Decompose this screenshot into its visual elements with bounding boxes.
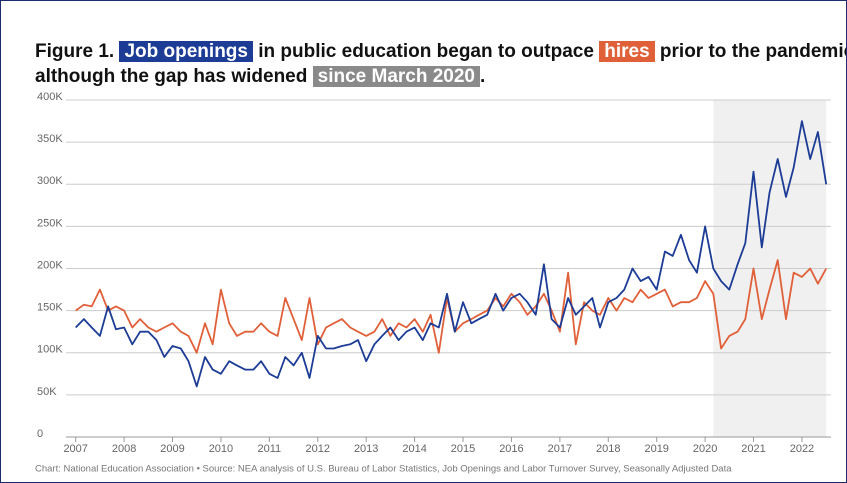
series-line [75,120,828,388]
x-tick-label: 2013 [354,443,378,455]
title-text: in public education began to outpace [252,41,600,62]
y-tick-label: 0 [37,428,43,440]
x-tick-label: 2018 [596,443,620,455]
x-tick-label: 2016 [499,443,523,455]
x-tick-label: 2015 [451,443,475,455]
x-tick-label: 2012 [306,443,330,455]
y-tick-label: 100K [37,344,63,356]
x-tick-label: 2017 [548,443,572,455]
title-line: although the gap has widened since March… [35,64,846,89]
x-tick-label: 2014 [402,443,426,455]
chart-title: Figure 1. Job openings in public educati… [35,39,847,89]
y-tick-label: 250K [37,217,63,229]
title-highlight: Job openings [119,41,253,62]
x-tick-label: 2022 [790,443,814,455]
x-tick-label: 2021 [741,443,765,455]
title-text: . [480,66,486,87]
y-tick-label: 400K [37,91,63,103]
x-tick-label: 2011 [258,443,282,455]
x-tick-label: 2009 [160,443,184,455]
title-highlight: hires [599,41,655,62]
source-note: Chart: National Education Association • … [35,464,732,475]
title-highlight: since March 2020 [312,66,480,87]
x-tick-label: 2007 [63,443,87,455]
title-text: prior to the pandemic, [654,41,847,62]
y-tick-label: 150K [37,302,63,314]
y-tick-label: 350K [37,133,63,145]
y-tick-label: 50K [37,386,57,398]
x-tick-label: 2019 [644,443,668,455]
x-tick-label: 2020 [693,443,717,455]
title-text: Figure 1. [35,41,120,62]
x-tick-label: 2010 [209,443,233,455]
x-tick-label: 2008 [112,443,136,455]
title-text: although the gap has widened [35,66,313,87]
title-line: Figure 1. Job openings in public educati… [35,39,847,64]
y-tick-label: 300K [37,175,63,187]
y-tick-label: 200K [37,259,63,271]
